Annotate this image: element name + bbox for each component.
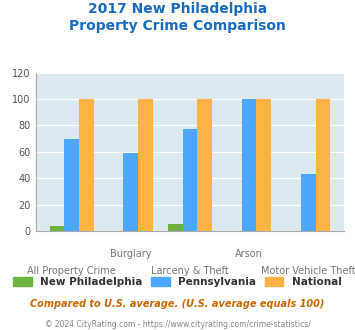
Bar	[50, 226, 64, 231]
Text: © 2024 CityRating.com - https://www.cityrating.com/crime-statistics/: © 2024 CityRating.com - https://www.city…	[45, 320, 310, 329]
Bar	[316, 99, 330, 231]
Bar	[301, 174, 316, 231]
Bar	[64, 139, 79, 231]
Bar	[168, 224, 182, 231]
Bar	[197, 99, 212, 231]
Bar	[79, 99, 94, 231]
Text: Arson: Arson	[235, 249, 263, 259]
Bar	[242, 99, 256, 231]
Legend: New Philadelphia, Pennsylvania, National: New Philadelphia, Pennsylvania, National	[9, 273, 346, 291]
Text: Burglary: Burglary	[110, 249, 152, 259]
Bar	[138, 99, 153, 231]
Bar	[256, 99, 271, 231]
Bar	[124, 153, 138, 231]
Text: Motor Vehicle Theft: Motor Vehicle Theft	[261, 266, 355, 276]
Text: Larceny & Theft: Larceny & Theft	[151, 266, 229, 276]
Text: Compared to U.S. average. (U.S. average equals 100): Compared to U.S. average. (U.S. average …	[30, 299, 325, 309]
Text: All Property Crime: All Property Crime	[27, 266, 116, 276]
Text: 2017 New Philadelphia
Property Crime Comparison: 2017 New Philadelphia Property Crime Com…	[69, 2, 286, 33]
Bar	[182, 129, 197, 231]
